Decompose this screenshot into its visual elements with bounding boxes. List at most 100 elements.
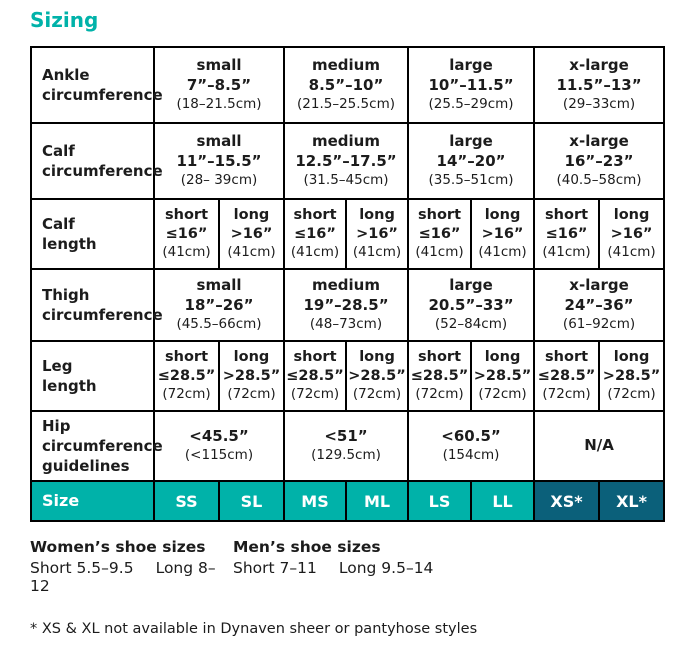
range-cm: (21.5–25.5cm)	[297, 96, 395, 113]
range-inches: ≤16”	[294, 226, 336, 243]
size-row-label: Size	[30, 480, 155, 522]
range-inches: 11”–15.5”	[176, 152, 262, 171]
range-cm: (41cm)	[352, 244, 402, 261]
table-cell: x-large 16”–23” (40.5–58cm)	[533, 122, 666, 200]
table-row-size: Size SS SL MS ML LS LL XS* XL*	[30, 480, 666, 522]
page-title: Sizing	[30, 8, 99, 32]
range-inches: <51”	[324, 427, 368, 446]
size-code-cell: XL*	[598, 480, 666, 522]
size-name: small	[196, 276, 242, 295]
range-inches: <60.5”	[441, 427, 501, 446]
range-inches: 7”–8.5”	[186, 76, 252, 95]
length-name: short	[293, 207, 337, 224]
range-cm: (18–21.5cm)	[176, 96, 262, 113]
range-cm: (72cm)	[162, 386, 211, 403]
womens-short-range: Short 5.5–9.5	[30, 559, 134, 577]
range-cm: (48–73cm)	[309, 316, 383, 333]
table-row-calf-length: Calf length short ≤16” (41cm) long >16” …	[30, 198, 666, 270]
range-inches: 19”–28.5”	[303, 296, 389, 315]
range-inches: ≤28.5”	[286, 368, 344, 385]
range-inches: >28.5”	[473, 368, 532, 385]
range-inches: >28.5”	[348, 368, 406, 385]
size-name: large	[449, 132, 493, 151]
table-cell: <51” (129.5cm)	[282, 410, 410, 482]
size-name: large	[449, 276, 493, 295]
range-cm: (41cm)	[415, 244, 464, 261]
length-name: long	[233, 207, 270, 224]
table-cell: short ≤16” (41cm)	[533, 198, 601, 270]
size-name: medium	[312, 132, 380, 151]
size-name: medium	[312, 276, 380, 295]
range-cm: (154cm)	[442, 447, 500, 464]
length-name: short	[545, 207, 589, 224]
length-name: short	[165, 349, 208, 366]
womens-shoe-sizes-title: Women’s shoe sizes	[30, 538, 206, 556]
size-code-cell: XS*	[533, 480, 601, 522]
table-cell: <45.5” (<115cm)	[153, 410, 285, 482]
range-inches: ≤16”	[165, 226, 208, 243]
range-cm: (25.5–29cm)	[428, 96, 514, 113]
table-cell: long >28.5” (72cm)	[218, 340, 285, 412]
range-cm: (40.5–58cm)	[556, 172, 642, 189]
table-cell: short ≤28.5” (72cm)	[407, 340, 473, 412]
womens-shoe-sizes: Women’s shoe sizes Short 5.5–9.5 Long 8–1…	[30, 538, 233, 595]
table-cell: short ≤16” (41cm)	[153, 198, 220, 270]
range-inches: ≤28.5”	[410, 368, 469, 385]
range-inches: 10”–11.5”	[428, 76, 514, 95]
range-cm: (72cm)	[478, 386, 527, 403]
range-cm: (28– 39cm)	[180, 172, 258, 189]
table-cell: short ≤28.5” (72cm)	[533, 340, 601, 412]
womens-long-range: Long 8–12	[30, 559, 216, 595]
range-cm: (45.5–66cm)	[176, 316, 262, 333]
table-cell: long >16” (41cm)	[344, 198, 410, 270]
size-name: small	[196, 56, 242, 75]
range-inches: 24”–36”	[564, 296, 634, 315]
size-name: medium	[312, 56, 380, 75]
range-cm: (41cm)	[607, 244, 656, 261]
length-name: short	[165, 207, 208, 224]
table-cell: small 11”–15.5” (28– 39cm)	[153, 122, 285, 200]
table-cell: large 14”–20” (35.5–51cm)	[407, 122, 536, 200]
range-cm: (41cm)	[542, 244, 591, 261]
range-cm: (72cm)	[227, 386, 276, 403]
table-cell: long >28.5” (72cm)	[470, 340, 536, 412]
table-row-thigh-circumference: Thigh circumference small 18”–26” (45.5–…	[30, 268, 666, 342]
range-inches: 18”–26”	[184, 296, 254, 315]
range-cm: (<115cm)	[184, 447, 254, 464]
table-cell: medium 19”–28.5” (48–73cm)	[282, 268, 410, 342]
range-cm: (41cm)	[162, 244, 211, 261]
table-cell: long >28.5” (72cm)	[598, 340, 666, 412]
length-name: long	[359, 207, 395, 224]
size-code-cell: LL	[470, 480, 536, 522]
footnote: * XS & XL not available in Dynaven sheer…	[30, 621, 478, 637]
range-cm: (72cm)	[290, 386, 340, 403]
table-row-hip-circumference: Hip circumference guidelines <45.5” (<11…	[30, 410, 666, 482]
range-cm: (61–92cm)	[562, 316, 636, 333]
table-row-calf-circumference: Calf circumference small 11”–15.5” (28– …	[30, 122, 666, 200]
table-row-leg-length: Leg length short ≤28.5” (72cm) long >28.…	[30, 340, 666, 412]
mens-shoe-sizes-title: Men’s shoe sizes	[233, 538, 381, 556]
length-name: long	[613, 349, 650, 366]
range-cm: (41cm)	[290, 244, 340, 261]
length-name: long	[613, 207, 650, 224]
range-cm: (29–33cm)	[562, 96, 636, 113]
row-label: Calf length	[30, 198, 155, 270]
mens-shoe-sizes-values: Short 7–11 Long 9.5–14	[233, 559, 433, 577]
range-cm: (35.5–51cm)	[428, 172, 514, 189]
table-cell: short ≤16” (41cm)	[407, 198, 473, 270]
table-cell: x-large 11.5”–13” (29–33cm)	[533, 46, 666, 124]
length-name: long	[484, 207, 521, 224]
range-cm: (41cm)	[227, 244, 276, 261]
row-label: Thigh circumference	[30, 268, 163, 342]
range-inches: >28.5”	[222, 368, 281, 385]
table-row-ankle-circumference: Ankle circumference small 7”–8.5” (18–21…	[30, 46, 666, 124]
womens-shoe-sizes-values: Short 5.5–9.5 Long 8–12	[30, 559, 233, 595]
range-cm: (129.5cm)	[311, 447, 381, 464]
length-name: short	[545, 349, 589, 366]
table-cell: long >16” (41cm)	[598, 198, 666, 270]
length-name: short	[418, 349, 462, 366]
page: Sizing Ankle circumference small 7”–8.5”…	[30, 8, 666, 637]
range-cm: (52–84cm)	[434, 316, 508, 333]
row-label: Hip circumference guidelines	[30, 410, 163, 482]
range-cm: (31.5–45cm)	[303, 172, 389, 189]
